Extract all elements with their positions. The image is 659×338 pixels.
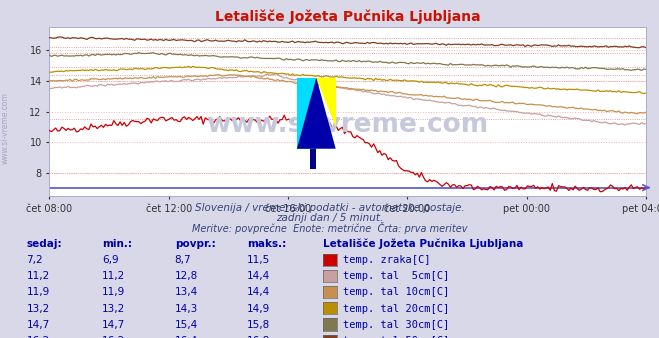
Polygon shape (316, 78, 335, 127)
Text: sedaj:: sedaj: (26, 239, 62, 249)
Text: temp. tal 10cm[C]: temp. tal 10cm[C] (343, 287, 449, 297)
Text: 7,2: 7,2 (26, 255, 43, 265)
Text: 13,4: 13,4 (175, 287, 198, 297)
Text: 11,9: 11,9 (102, 287, 125, 297)
Text: 11,9: 11,9 (26, 287, 49, 297)
Text: 16,2: 16,2 (26, 336, 49, 338)
Text: 8,7: 8,7 (175, 255, 191, 265)
Text: Slovenija / vremenski podatki - avtomatske postaje.: Slovenija / vremenski podatki - avtomats… (194, 203, 465, 213)
Text: 14,7: 14,7 (26, 320, 49, 330)
Text: temp. tal 20cm[C]: temp. tal 20cm[C] (343, 304, 449, 314)
Text: Meritve: povprečne  Enote: metrične  Črta: prva meritev: Meritve: povprečne Enote: metrične Črta:… (192, 221, 467, 234)
Text: 6,9: 6,9 (102, 255, 119, 265)
Text: zadnji dan / 5 minut.: zadnji dan / 5 minut. (276, 213, 383, 223)
Text: 11,2: 11,2 (102, 271, 125, 281)
Text: 16,2: 16,2 (102, 336, 125, 338)
FancyBboxPatch shape (310, 149, 316, 169)
Text: www.si-vreme.com: www.si-vreme.com (1, 93, 10, 164)
Text: temp. zraka[C]: temp. zraka[C] (343, 255, 430, 265)
Text: 14,3: 14,3 (175, 304, 198, 314)
Text: 11,2: 11,2 (26, 271, 49, 281)
Text: 12,8: 12,8 (175, 271, 198, 281)
Text: temp. tal 30cm[C]: temp. tal 30cm[C] (343, 320, 449, 330)
Text: min.:: min.: (102, 239, 132, 249)
Text: 14,7: 14,7 (102, 320, 125, 330)
Text: temp. tal  5cm[C]: temp. tal 5cm[C] (343, 271, 449, 281)
Text: 16,4: 16,4 (175, 336, 198, 338)
Text: 16,8: 16,8 (247, 336, 270, 338)
Text: 14,9: 14,9 (247, 304, 270, 314)
Text: 14,4: 14,4 (247, 271, 270, 281)
FancyBboxPatch shape (297, 78, 316, 149)
Text: 13,2: 13,2 (102, 304, 125, 314)
Polygon shape (297, 78, 335, 149)
Text: 14,4: 14,4 (247, 287, 270, 297)
Text: 11,5: 11,5 (247, 255, 270, 265)
Text: 15,4: 15,4 (175, 320, 198, 330)
Text: povpr.:: povpr.: (175, 239, 215, 249)
Text: 13,2: 13,2 (26, 304, 49, 314)
Title: Letališče Jožeta Pučnika Ljubljana: Letališče Jožeta Pučnika Ljubljana (215, 10, 480, 24)
Text: temp. tal 50cm[C]: temp. tal 50cm[C] (343, 336, 449, 338)
Text: Letališče Jožeta Pučnika Ljubljana: Letališče Jožeta Pučnika Ljubljana (323, 238, 523, 249)
Text: 15,8: 15,8 (247, 320, 270, 330)
Text: www.si-vreme.com: www.si-vreme.com (206, 112, 489, 138)
Text: maks.:: maks.: (247, 239, 287, 249)
